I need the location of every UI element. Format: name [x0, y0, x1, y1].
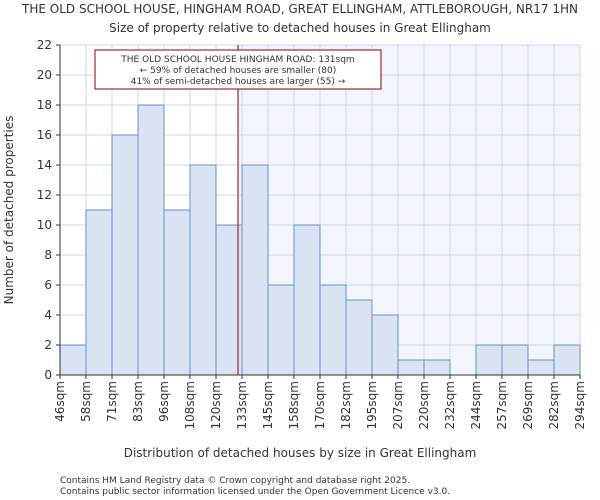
x-tick-label: 269sqm: [521, 381, 535, 429]
x-tick-label: 195sqm: [365, 381, 379, 429]
x-tick-label: 257sqm: [495, 381, 509, 429]
x-tick-label: 46sqm: [53, 381, 67, 422]
bar-170sqm: [319, 284, 347, 376]
bar-207sqm: [397, 359, 425, 376]
bar-257sqm: [501, 344, 529, 376]
bar-108sqm: [189, 164, 217, 376]
footer-line-2: Contains public sector information licen…: [60, 487, 450, 497]
x-tick-label: 220sqm: [417, 381, 431, 429]
annotation-frame: [94, 49, 382, 90]
x-tick-label: 83sqm: [131, 381, 145, 422]
x-tick-label: 294sqm: [573, 381, 587, 429]
y-tick-label: 12: [37, 188, 52, 202]
y-tick-label: 2: [44, 338, 52, 352]
y-tick-label: 4: [44, 308, 52, 322]
x-tick-label: 182sqm: [339, 381, 353, 429]
bars: [59, 104, 581, 376]
bar-71sqm: [111, 134, 139, 376]
y-tick-label: 20: [37, 68, 52, 82]
bar-133sqm: [241, 164, 269, 376]
bar-46sqm: [59, 344, 87, 376]
x-tick-label: 207sqm: [391, 381, 405, 429]
x-axis-ticks: 46sqm 58sqm 71sqm 83sqm 96sqm 108sqm 120sqm 133…: [53, 375, 587, 429]
x-tick-label: 244sqm: [469, 381, 483, 429]
x-tick-label: 133sqm: [235, 381, 249, 429]
x-tick-label: 145sqm: [261, 381, 275, 429]
bar-158sqm: [293, 224, 321, 376]
y-tick-label: 14: [37, 158, 52, 172]
y-tick-label: 22: [37, 38, 52, 52]
annotation-line-2: ← 59% of detached houses are smaller (80…: [140, 66, 337, 76]
bar-58sqm: [85, 209, 113, 376]
footer-line-1: Contains HM Land Registry data © Crown c…: [60, 476, 410, 486]
y-tick-label: 18: [37, 98, 52, 112]
annotation-box: THE OLD SCHOOL HOUSE HINGHAM ROAD: 131sq…: [94, 49, 382, 90]
y-axis-label: Number of detached properties: [2, 116, 16, 305]
x-tick-label: 58sqm: [79, 381, 93, 422]
y-tick-label: 8: [44, 248, 52, 262]
x-axis-label: Distribution of detached houses by size …: [124, 446, 477, 460]
x-tick-label: 282sqm: [547, 381, 561, 429]
y-tick-label: 0: [44, 368, 52, 382]
x-tick-label: 120sqm: [209, 381, 223, 429]
y-axis-ticks: 0 2 4 6 8 10 12 14 16 18 20 22: [37, 38, 60, 382]
y-tick-label: 6: [44, 278, 52, 292]
bar-182sqm: [345, 299, 373, 376]
bar-83sqm: [137, 104, 165, 376]
bar-96sqm: [163, 209, 191, 376]
bar-145sqm: [267, 284, 295, 376]
x-tick-label: 71sqm: [105, 381, 119, 422]
x-tick-label: 96sqm: [157, 381, 171, 422]
x-tick-label: 158sqm: [287, 381, 301, 429]
plot-area: THE OLD SCHOOL HOUSE HINGHAM ROAD: 131sq…: [59, 44, 581, 376]
x-tick-label: 170sqm: [313, 381, 327, 429]
chart-title: THE OLD SCHOOL HOUSE, HINGHAM ROAD, GREA…: [21, 2, 578, 16]
x-tick-label: 232sqm: [443, 381, 457, 429]
bar-195sqm: [371, 314, 399, 376]
annotation-line-3: 41% of semi-detached houses are larger (…: [131, 77, 346, 87]
bar-269sqm: [527, 359, 555, 376]
annotation-line-1: THE OLD SCHOOL HOUSE HINGHAM ROAD: 131sq…: [120, 55, 354, 65]
bar-244sqm: [475, 344, 503, 376]
y-tick-label: 10: [37, 218, 52, 232]
y-tick-label: 16: [37, 128, 52, 142]
chart-subtitle: Size of property relative to detached ho…: [109, 21, 491, 35]
bar-220sqm: [423, 359, 451, 376]
x-tick-label: 108sqm: [183, 381, 197, 429]
bar-282sqm: [553, 344, 581, 376]
